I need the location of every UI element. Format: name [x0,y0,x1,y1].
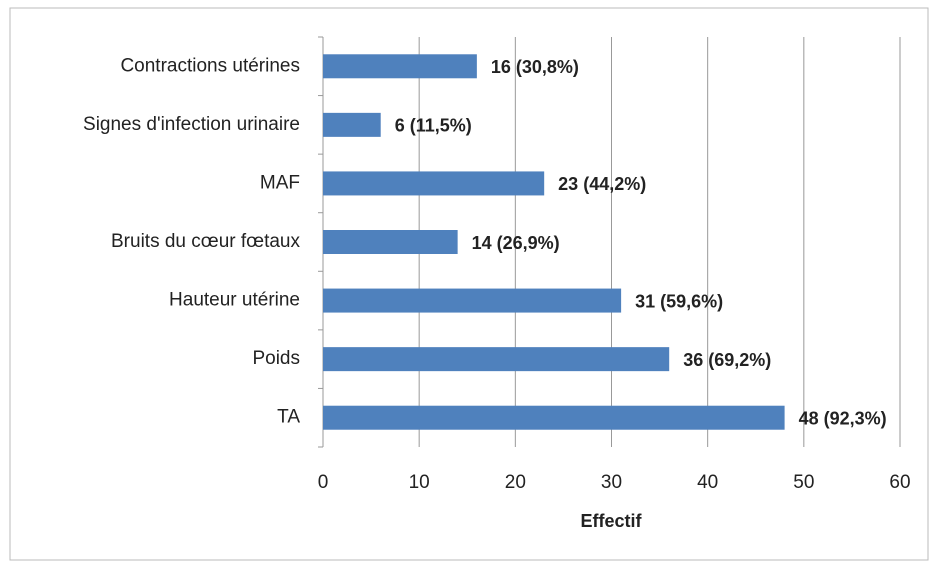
value-label: 16 (30,8%) [491,57,579,77]
value-label: 6 (11,5%) [395,116,472,136]
bar [323,405,785,430]
y-tick-label: Contractions utérines [120,55,300,76]
y-tick-label: Bruits du cœur fœtaux [111,231,300,252]
x-tick-label: 20 [505,472,526,493]
bar [323,288,622,313]
value-label: 36 (69,2%) [683,350,771,370]
x-tick-label: 40 [697,472,718,493]
y-tick-label: Poids [252,348,300,369]
value-label: 23 (44,2%) [558,174,646,194]
x-tick-label: 60 [889,472,910,493]
value-label: 48 (92,3%) [799,408,887,428]
x-axis-label: Effectif [580,511,642,531]
x-tick-label: 0 [318,472,329,493]
bar [323,112,381,137]
y-tick-label: Signes d'infection urinaire [83,114,300,135]
x-tick-label: 10 [409,472,430,493]
bar [323,347,670,372]
bar [323,54,477,79]
bar [323,171,545,196]
bar [323,230,458,254]
y-tick-label: TA [277,407,300,428]
x-tick-label: 30 [601,472,622,493]
y-tick-label: Hauteur utérine [169,290,300,311]
value-label: 14 (26,9%) [472,233,560,253]
x-tick-label: 50 [793,472,814,493]
value-label: 31 (59,6%) [635,291,723,311]
chart-border [9,7,929,561]
y-tick-label: MAF [260,172,300,193]
